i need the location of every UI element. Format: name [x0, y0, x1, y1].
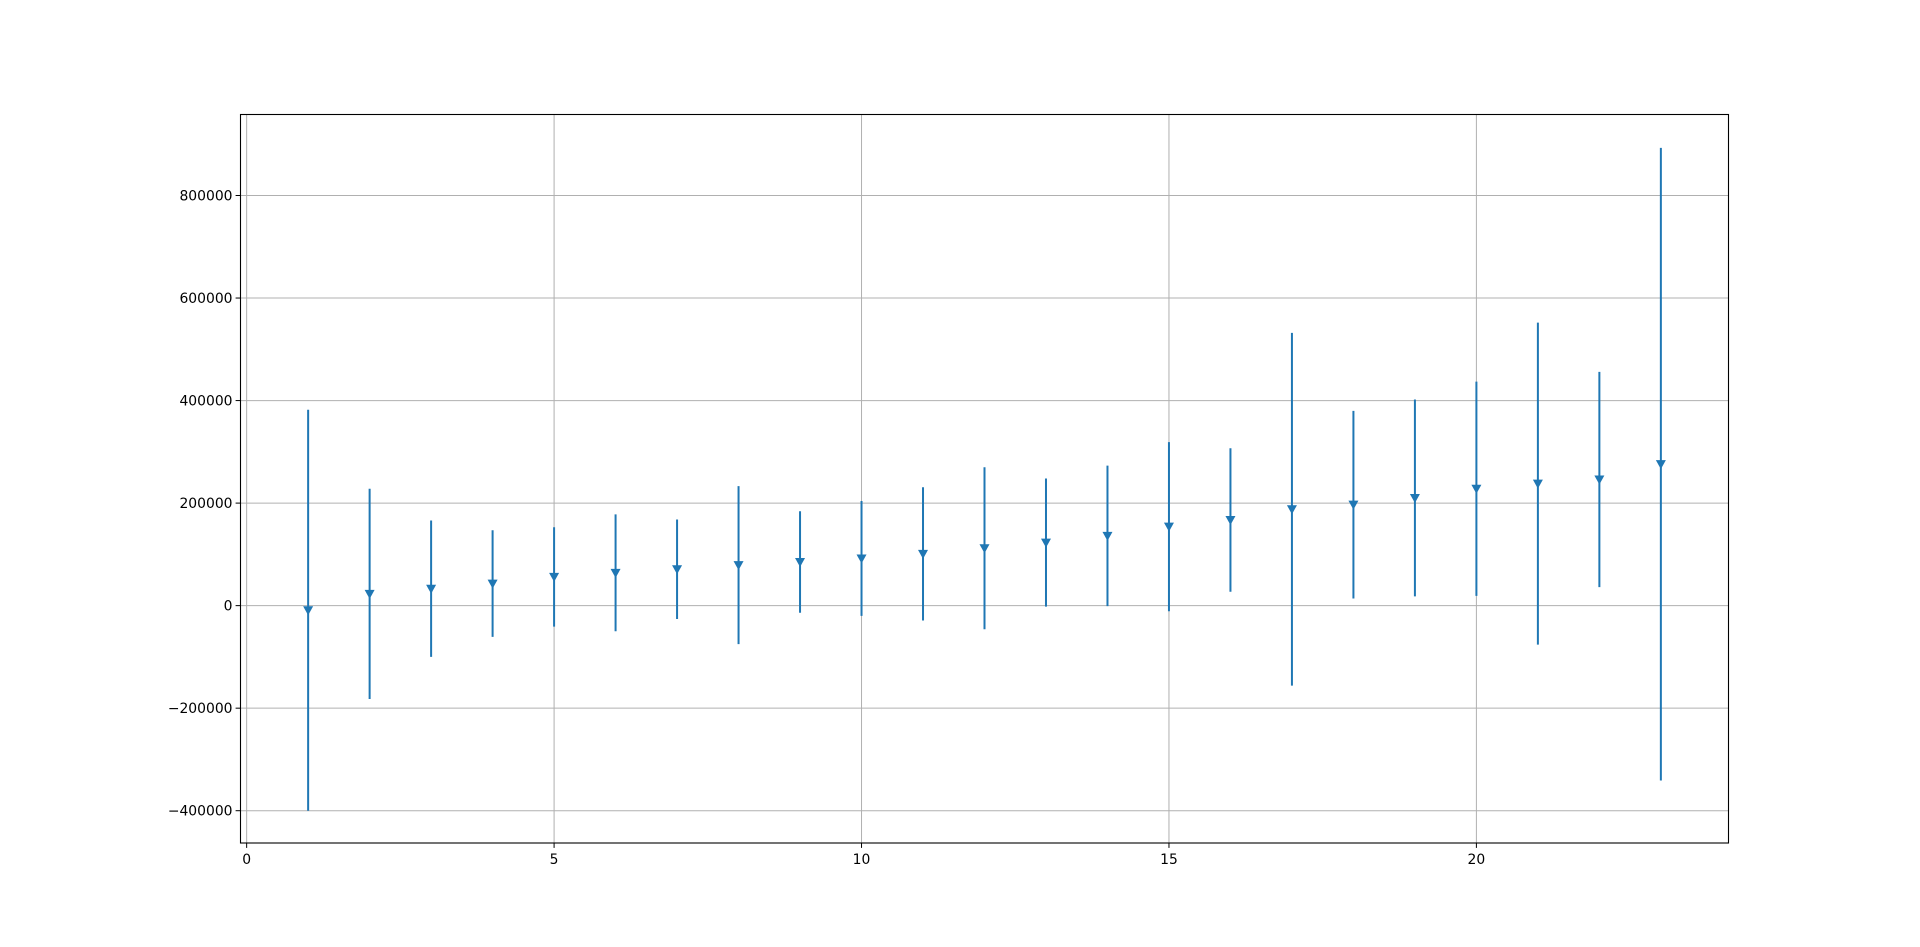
- data-point-marker: [733, 561, 744, 571]
- y-tick-label: −200000: [168, 701, 233, 717]
- x-tick-label: 5: [550, 852, 559, 868]
- data-point-marker: [487, 579, 498, 589]
- data-point-marker: [1471, 484, 1482, 494]
- data-point-marker: [1163, 522, 1174, 532]
- data-point-marker: [856, 554, 867, 564]
- data-point-marker: [364, 589, 375, 599]
- axes-frame: [239, 113, 1730, 844]
- x-tick-label: 10: [853, 852, 871, 868]
- data-point-marker: [1225, 516, 1236, 526]
- data-point-marker: [549, 572, 560, 582]
- data-point-marker: [1409, 493, 1420, 503]
- data-point-marker: [1102, 531, 1113, 541]
- y-tick-label: 600000: [179, 291, 232, 307]
- data-point-marker: [610, 568, 621, 578]
- data-point-marker: [1594, 475, 1605, 485]
- y-tick-label: 400000: [179, 394, 232, 410]
- x-tick-label: 0: [242, 852, 251, 868]
- data-point-marker: [1655, 460, 1666, 470]
- data-point-marker: [1040, 538, 1051, 548]
- data-point-marker: [979, 544, 990, 554]
- data-point-marker: [1286, 505, 1297, 515]
- data-point-marker: [303, 606, 314, 616]
- y-tick-label: 0: [224, 599, 233, 615]
- y-tick-label: 800000: [179, 189, 232, 205]
- y-tick-label: −400000: [168, 804, 233, 820]
- data-point-marker: [795, 558, 806, 568]
- y-axis: −400000 −200000 0 200000 400000 600000 800000: [168, 189, 241, 820]
- x-axis: 0 5 10 15 20: [242, 843, 1485, 868]
- data-point-marker: [918, 549, 929, 559]
- data-series: [303, 147, 1666, 811]
- data-point-marker: [672, 565, 683, 575]
- data-point-marker: [426, 584, 437, 594]
- x-tick-label: 20: [1468, 852, 1486, 868]
- data-point-marker: [1532, 479, 1543, 489]
- data-point-marker: [1348, 500, 1359, 510]
- y-tick-label: 200000: [179, 496, 232, 512]
- x-tick-label: 15: [1160, 852, 1178, 868]
